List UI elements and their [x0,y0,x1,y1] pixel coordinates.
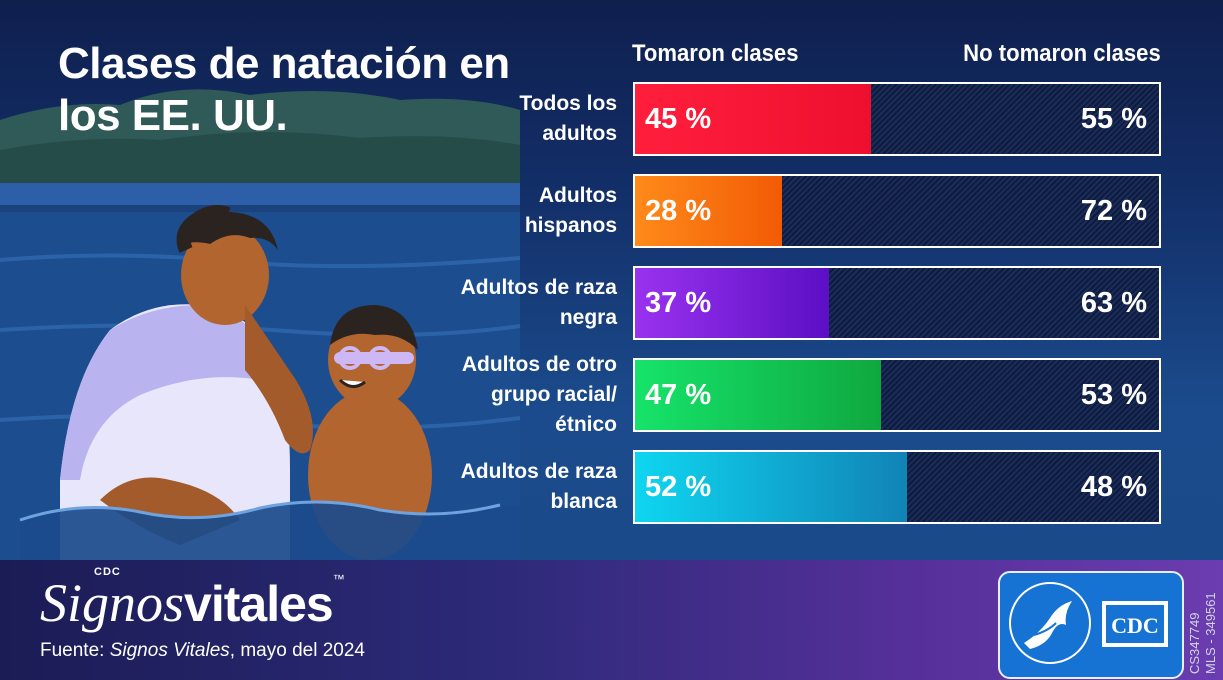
brand-cdc-small: CDC [94,566,121,578]
source-italic: Signos Vitales [109,640,230,661]
value-label-took: 37 % [645,287,712,319]
value-label-not-took: 48 % [1080,471,1147,503]
bar-row: 47 % 53 % [633,358,1161,432]
category-label: Todos los adultos [519,92,617,145]
page-title: Clases de natación en los EE. UU. [58,39,510,140]
value-label-took: 52 % [645,471,712,503]
bar-took-classes [635,176,782,246]
brand-signos: Signos [40,573,185,633]
bar-row: 52 % 48 % [633,450,1161,524]
bar-took-classes [635,84,871,154]
hhs-eagle-icon: CDC [1009,582,1168,664]
pool-scene-illustration [0,89,521,560]
brand-trademark: ™ [332,572,345,586]
source-suffix: , mayo del 2024 [229,640,365,661]
bar-row: 45 % 55 % [633,82,1161,156]
category-label: Adultos de raza blanca [460,460,617,513]
value-label-took: 28 % [645,195,712,227]
value-label-not-took: 55 % [1080,103,1147,135]
cdc-logo-text: CDC [1111,613,1159,638]
category-label: Adultos hispanos [524,184,617,237]
value-label-not-took: 63 % [1080,287,1147,319]
value-label-not-took: 72 % [1080,195,1147,227]
bar-row: 37 % 63 % [633,266,1161,340]
signos-vitales-logo: CDC Signosvitales™ [40,566,345,634]
hhs-cdc-logo: CDC [998,571,1184,679]
adult-figure-illustration [60,205,313,560]
bar-took-classes [635,268,829,338]
document-codes: CS347749 MLS - 349561 [1185,574,1221,678]
code-cs: CS347749 [1187,612,1202,674]
category-label: Adultos de raza negra [460,276,617,329]
bar-took-classes [635,360,882,430]
brand-vitales: vitales [184,576,334,632]
source-prefix: Fuente: [40,640,110,661]
bar-row: 28 % 72 % [633,174,1161,248]
value-label-took: 47 % [645,379,712,411]
code-mls: MLS - 349561 [1203,592,1218,674]
category-label: Adultos de otro grupo racial/étnico [461,353,617,436]
bar-took-classes [635,452,908,522]
column-header-took-classes: Tomaron clases [632,40,799,67]
value-label-took: 45 % [645,103,712,135]
value-label-not-took: 53 % [1080,379,1147,411]
column-header-no-classes: No tomaron clases [963,40,1161,67]
source-note: Fuente: Signos Vitales, mayo del 2024 [40,640,365,662]
